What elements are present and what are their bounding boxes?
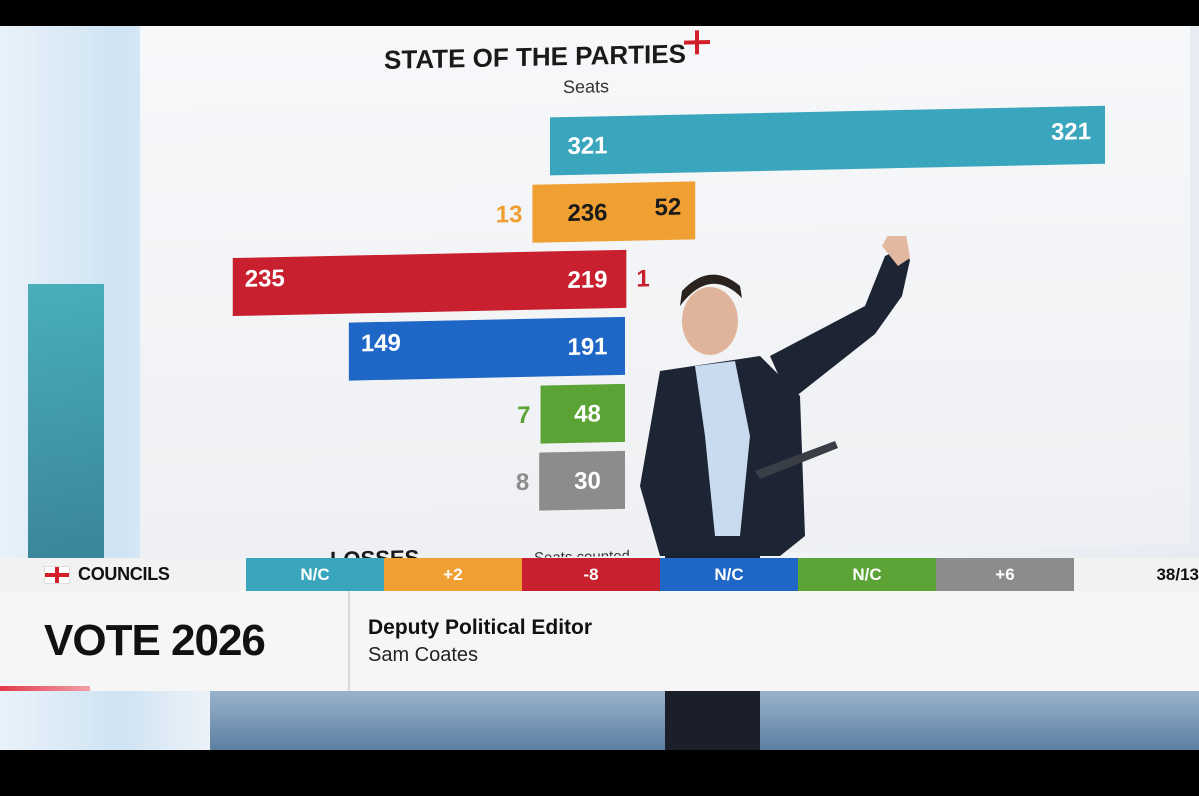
ticker-cell: +2 [384, 558, 522, 591]
gain-value-label: 1 [636, 265, 649, 292]
loss-value-label: 149 [361, 330, 401, 358]
base-bar [550, 450, 625, 511]
base-bar [550, 316, 625, 377]
base-value-label: 236 [567, 199, 607, 227]
lower-third: VOTE 2026 Deputy Political Editor Sam Co… [0, 591, 1199, 691]
base-bar [550, 182, 625, 243]
base-bar [550, 249, 625, 310]
base-value-label: 48 [574, 400, 601, 428]
loss-bar [532, 184, 551, 243]
state-of-parties-chart: STATE OF THE PARTIES Seats 321 321 236 13 52… [232, 30, 1105, 566]
england-flag-icon [44, 565, 70, 584]
programme-brand: VOTE 2026 [0, 591, 350, 691]
base-value-label: 219 [567, 266, 607, 294]
gain-bar [625, 181, 696, 241]
ticker-cell: -8 [522, 558, 660, 591]
base-bar [550, 383, 625, 444]
ticker-cell: N/C [660, 558, 798, 591]
loss-bar [539, 452, 551, 511]
ticker-cell: N/C [246, 558, 384, 591]
gain-value-label: 52 [654, 194, 681, 222]
gain-value-label: 321 [1051, 118, 1091, 146]
chart-subtitle: Seats [563, 76, 609, 97]
councils-ticker: COUNCILS N/C +2 -8 N/C N/C +6 38/13 [0, 558, 1199, 591]
base-bar [550, 115, 625, 176]
programme-title: VOTE 2026 [44, 616, 266, 665]
councils-count: 38/13 [1156, 564, 1199, 584]
base-value-label: 30 [574, 467, 601, 495]
caption: Deputy Political Editor Sam Coates [350, 591, 592, 691]
loss-value-label: 7 [517, 402, 530, 429]
base-value-label: 191 [567, 333, 607, 361]
ticker-label: COUNCILS [0, 558, 246, 591]
video-wall: STATE OF THE PARTIES Seats 321 321 236 13 52… [140, 26, 1190, 567]
loss-value-label: 235 [245, 265, 285, 293]
chart-title: STATE OF THE PARTIES [384, 39, 686, 75]
studio-pillar [28, 284, 104, 584]
ticker-cell: +6 [936, 558, 1074, 591]
presenter-role: Deputy Political Editor [368, 615, 593, 639]
gain-bar [625, 105, 1105, 174]
presenter-name: Sam Coates [368, 643, 479, 666]
loss-bar [232, 251, 550, 317]
brand-accent-bar [0, 686, 90, 691]
ticker-cell: N/C [798, 558, 936, 591]
ticker-label-text: COUNCILS [78, 564, 170, 584]
loss-bar [540, 385, 550, 444]
loss-value-label: 13 [496, 201, 523, 229]
england-cross-icon [684, 30, 710, 55]
loss-value-label: 8 [516, 469, 529, 496]
loss-bar [348, 318, 550, 381]
base-value-label: 321 [567, 132, 607, 160]
gain-bar [625, 249, 627, 308]
